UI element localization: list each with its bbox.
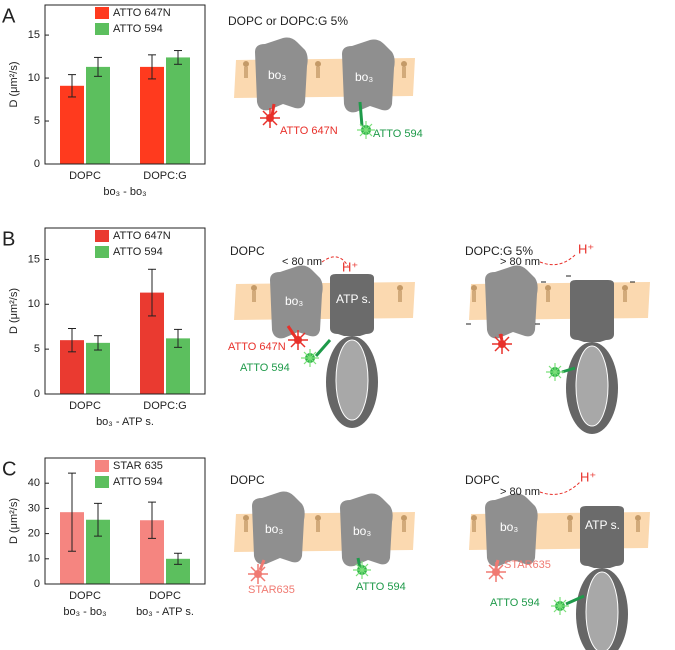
diagram-b-left: DOPC bo₃ ATP s. < 80 nm H⁺ ATTO 647N ATT…	[228, 244, 415, 429]
y-tick-label: 15	[28, 29, 40, 41]
legend-label: STAR 635	[113, 460, 163, 472]
legend-swatch	[95, 460, 109, 472]
diagram-c-left: DOPC bo₃ bo₃ STAR635 ATTO 594	[230, 473, 415, 596]
legend-swatch	[95, 7, 109, 19]
y-tick-label: 0	[34, 388, 40, 400]
protein-label: bo₃	[265, 522, 283, 536]
x-tick-label: DOPC	[69, 400, 101, 412]
y-tick-label: 0	[34, 158, 40, 170]
dye-label: ATTO 594	[373, 128, 423, 140]
distance-label: > 80 nm	[500, 486, 540, 498]
bar	[86, 342, 110, 394]
diagram-title: DOPC	[230, 244, 265, 258]
diagram-title: DOPC	[465, 473, 500, 487]
protein-label: bo₃	[285, 294, 303, 308]
x-tick-label: DOPC	[69, 170, 101, 182]
protein-label: bo₃	[353, 524, 371, 538]
x-tick-label: DOPC:G	[143, 170, 186, 182]
dye-label: STAR635	[504, 559, 551, 571]
diagram-c-right: DOPC bo₃ ATP s. > 80 nm H⁺ STAR635 ATTO …	[465, 469, 650, 650]
y-axis-label: D (μm²/s)	[8, 498, 20, 544]
x-axis-label: bo₃ - ATP s.	[136, 606, 194, 618]
x-axis-label: bo₃ - bo₃	[103, 186, 146, 198]
panel-label: A	[2, 5, 16, 27]
y-tick-label: 0	[34, 578, 40, 590]
distance-label: > 80 nm	[500, 256, 540, 268]
y-tick-label: 30	[28, 502, 40, 514]
axes-frame	[44, 227, 206, 395]
diagram-a: DOPC or DOPC:G 5% bo₃ bo₃ ATTO 647N ATTO…	[228, 14, 423, 140]
legend-swatch	[95, 230, 109, 242]
legend-swatch	[95, 246, 109, 258]
dye-label: ATTO 647N	[280, 125, 338, 137]
y-tick-label: 5	[34, 343, 40, 355]
diagram-b-right: DOPC:G 5% > 80 nm H⁺	[465, 241, 650, 435]
dye-label: ATTO 647N	[228, 341, 286, 353]
y-tick-label: 10	[28, 553, 40, 565]
legend-swatch	[95, 476, 109, 488]
x-axis-label: bo₃ - bo₃	[63, 606, 106, 618]
protein-label: bo₃	[355, 70, 373, 84]
proton-label: H⁺	[580, 469, 596, 484]
diagram-title: DOPC	[230, 473, 265, 487]
dye-label: ATTO 594	[490, 597, 540, 609]
protein-label: bo₃	[500, 520, 518, 534]
proton-label: H⁺	[342, 259, 358, 274]
axes-frame	[44, 457, 206, 585]
legend-label: ATTO 594	[113, 476, 163, 488]
bar	[60, 85, 84, 164]
proton-label: H⁺	[578, 241, 594, 256]
bar	[140, 66, 164, 164]
legend-label: ATTO 594	[113, 246, 163, 258]
y-tick-label: 20	[28, 528, 40, 540]
y-tick-label: 10	[28, 72, 40, 84]
legend-swatch	[95, 23, 109, 35]
protein-label: ATP s.	[336, 292, 371, 306]
diagram-title: DOPC:G 5%	[465, 244, 533, 258]
y-tick-label: 5	[34, 115, 40, 127]
dye-label: ATTO 594	[240, 362, 290, 374]
x-axis-label: bo₃ - ATP s.	[96, 416, 154, 428]
protein-label: ATP s.	[585, 518, 620, 532]
y-axis-label: D (μm²/s)	[8, 288, 20, 334]
dye-label: ATTO 594	[356, 581, 406, 593]
x-tick-label: DOPC:G	[143, 400, 186, 412]
dye-label: STAR635	[248, 584, 295, 596]
protein-label: bo₃	[268, 68, 286, 82]
x-tick-label: DOPC	[69, 590, 101, 602]
y-tick-label: 40	[28, 477, 40, 489]
bar	[86, 66, 110, 164]
legend-label: ATTO 647N	[113, 7, 171, 19]
y-axis-label: D (μm²/s)	[8, 61, 20, 107]
bar	[166, 57, 190, 164]
y-tick-label: 15	[28, 253, 40, 265]
distance-label: < 80 nm	[282, 256, 322, 268]
x-tick-label: DOPC	[149, 590, 181, 602]
axes-frame	[44, 4, 206, 165]
y-tick-label: 10	[28, 298, 40, 310]
legend-label: ATTO 594	[113, 23, 163, 35]
panel-label: C	[2, 458, 16, 480]
panel-label: B	[2, 228, 15, 250]
diagram-title: DOPC or DOPC:G 5%	[228, 14, 348, 28]
legend-label: ATTO 647N	[113, 230, 171, 242]
